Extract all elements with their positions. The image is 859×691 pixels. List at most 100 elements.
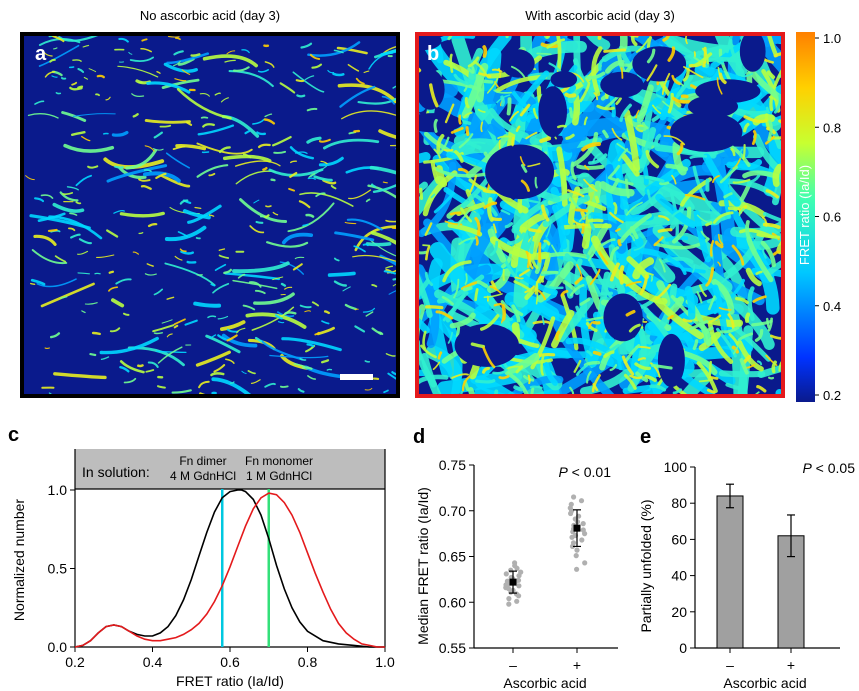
fibronectin-fiber — [38, 44, 80, 67]
fibronectin-fiber — [214, 263, 227, 272]
d-point — [573, 553, 579, 559]
fibronectin-fiber — [53, 372, 107, 380]
fibronectin-fiber — [621, 153, 640, 177]
fibronectin-fiber — [289, 171, 298, 178]
fibronectin-fiber — [672, 388, 683, 394]
fibronectin-fiber — [667, 314, 674, 320]
fibronectin-fiber — [318, 138, 331, 143]
fibronectin-fiber — [34, 100, 45, 105]
fibronectin-fiber — [572, 219, 589, 227]
fibronectin-fiber — [279, 261, 304, 275]
fibronectin-fiber — [693, 210, 711, 263]
fibronectin-fiber — [389, 144, 396, 147]
fibronectin-fiber — [682, 331, 698, 355]
marker-monomer-label-1: Fn monomer — [245, 454, 313, 468]
fibronectin-fiber — [153, 288, 164, 296]
d-point — [582, 560, 588, 566]
fibronectin-fiber — [239, 198, 288, 223]
fibronectin-fiber — [193, 301, 222, 308]
panel-d-letter: d — [413, 426, 426, 448]
fibronectin-fiber — [585, 275, 603, 311]
fibronectin-fiber — [489, 236, 549, 260]
fibronectin-fiber — [194, 206, 202, 209]
fibronectin-fiber — [372, 184, 396, 193]
fibronectin-fiber — [321, 320, 330, 325]
colorbar-tick-label: 0.6 — [823, 210, 841, 225]
fibronectin-fiber — [778, 361, 781, 372]
fibronectin-fiber — [449, 53, 454, 73]
fibronectin-fiber — [579, 279, 597, 368]
fibronectin-fiber — [179, 199, 189, 205]
fibronectin-fiber — [492, 223, 497, 234]
fibronectin-fiber — [302, 366, 313, 370]
fibronectin-fiber — [585, 322, 598, 333]
fibronectin-fiber — [419, 374, 449, 385]
fibronectin-fiber — [706, 388, 716, 394]
fibronectin-fiber — [380, 49, 396, 56]
fibronectin-fiber — [725, 382, 741, 390]
fibronectin-fiber — [226, 334, 238, 342]
fibronectin-fiber — [474, 288, 479, 302]
fibronectin-fiber — [432, 361, 441, 371]
fibronectin-fiber — [621, 355, 635, 376]
fibronectin-fiber — [311, 301, 320, 307]
fibronectin-fiber — [284, 311, 297, 315]
fibronectin-fiber — [433, 118, 438, 133]
fibronectin-fiber — [172, 145, 186, 150]
fibronectin-fiber — [575, 305, 582, 322]
fibronectin-fiber — [550, 315, 615, 394]
fibronectin-fiber — [272, 211, 279, 216]
chart-median-fret: 0.55 0.60 0.65 0.70 0.75 – + P < 0.01 Ascorbic… — [415, 457, 618, 691]
fibronectin-fiber — [420, 353, 442, 394]
fibronectin-fiber — [754, 329, 764, 342]
fibronectin-fiber — [574, 208, 589, 213]
fibronectin-fiber — [152, 324, 175, 333]
fibronectin-fiber — [698, 284, 707, 297]
fibronectin-fiber — [532, 320, 551, 325]
fibronectin-fiber — [469, 174, 478, 193]
fibronectin-fiber — [512, 225, 523, 238]
fibronectin-fiber — [388, 290, 396, 295]
fibronectin-fiber — [588, 153, 608, 165]
fibronectin-fiber — [153, 332, 163, 335]
fibronectin-fiber — [369, 165, 396, 175]
fibronectin-fiber — [205, 334, 241, 354]
fibronectin-fiber — [644, 175, 665, 183]
fibronectin-fiber — [756, 384, 767, 393]
fibronectin-fiber — [546, 38, 566, 49]
fibronectin-fiber — [625, 309, 636, 317]
fibronectin-fiber — [128, 51, 133, 55]
fibronectin-fiber — [208, 172, 216, 177]
fibronectin-fiber — [113, 209, 125, 214]
fibronectin-fiber — [237, 273, 246, 279]
fibronectin-fiber — [578, 212, 589, 223]
fibronectin-fiber — [224, 272, 281, 281]
fibronectin-fiber — [392, 278, 396, 281]
fibronectin-fiber — [757, 364, 781, 378]
fibronectin-fiber — [617, 62, 631, 67]
fibronectin-fiber — [662, 100, 671, 108]
fibronectin-fiber — [457, 168, 469, 174]
fibronectin-fiber — [447, 331, 454, 344]
c-x-tick-label: 0.6 — [220, 654, 240, 670]
fibronectin-fiber — [756, 233, 781, 239]
d-point — [512, 560, 518, 566]
fibronectin-fiber — [696, 361, 718, 393]
fibronectin-fiber — [129, 56, 154, 63]
fibronectin-fiber — [214, 92, 221, 96]
fibronectin-fiber — [195, 350, 231, 367]
fibronectin-fiber — [768, 96, 777, 102]
fibronectin-fiber — [592, 350, 602, 356]
fibronectin-fiber — [730, 147, 736, 157]
fibronectin-fiber — [161, 78, 200, 89]
fibronectin-fiber — [556, 36, 562, 73]
fibronectin-fiber — [34, 197, 45, 203]
fibronectin-fiber — [330, 184, 337, 190]
fibronectin-fiber — [220, 97, 229, 103]
fibronectin-fiber — [585, 316, 605, 322]
fibronectin-fiber — [277, 321, 285, 324]
fibronectin-fiber — [59, 296, 68, 299]
fibronectin-fiber — [61, 111, 87, 122]
fibronectin-fiber — [772, 250, 781, 256]
fibronectin-fiber — [555, 162, 584, 187]
